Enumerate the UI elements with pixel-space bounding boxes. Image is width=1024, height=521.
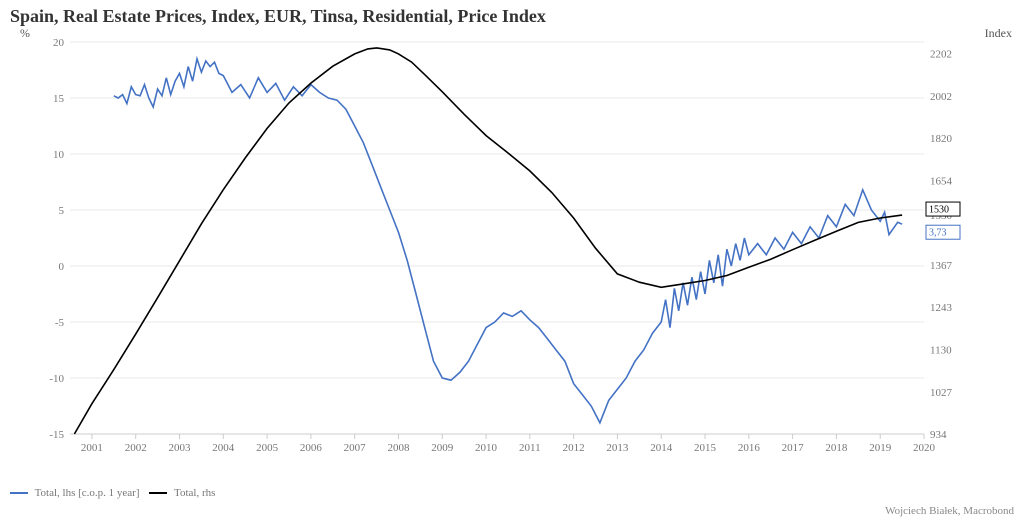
svg-text:2202: 2202 [930, 49, 952, 61]
chart-svg: -15 -10 -5 0 5 10 15 20 934 1027 1130 1243 1367 1530 1… [40, 32, 980, 462]
chart-container: Spain, Real Estate Prices, Index, EUR, T… [0, 0, 1024, 521]
svg-text:0: 0 [59, 261, 65, 273]
svg-text:-5: -5 [55, 317, 65, 329]
svg-text:2010: 2010 [475, 442, 498, 454]
svg-text:2003: 2003 [168, 442, 191, 454]
svg-text:2019: 2019 [869, 442, 892, 454]
svg-text:2005: 2005 [256, 442, 279, 454]
legend-item: Total, rhs [149, 487, 215, 499]
svg-text:1654: 1654 [930, 175, 953, 187]
svg-text:2012: 2012 [563, 442, 585, 454]
legend-label: Total, rhs [174, 487, 215, 499]
svg-text:2008: 2008 [387, 442, 410, 454]
svg-text:2013: 2013 [606, 442, 629, 454]
svg-text:934: 934 [930, 429, 947, 441]
svg-text:-10: -10 [49, 373, 64, 385]
right-axis-label: Index [985, 26, 1012, 41]
legend: Total, lhs [c.o.p. 1 year] Total, rhs [10, 487, 215, 499]
svg-text:2001: 2001 [81, 442, 103, 454]
svg-text:2011: 2011 [519, 442, 541, 454]
svg-text:1243: 1243 [930, 302, 953, 314]
credit-text: Wojciech Białek, Macrobond [885, 505, 1014, 517]
svg-text:2006: 2006 [300, 442, 323, 454]
svg-text:2002: 2002 [930, 91, 952, 103]
svg-text:-15: -15 [49, 429, 64, 441]
legend-label: Total, lhs [c.o.p. 1 year] [35, 487, 140, 499]
svg-text:1027: 1027 [930, 387, 953, 399]
svg-text:2017: 2017 [782, 442, 805, 454]
svg-text:2014: 2014 [650, 442, 673, 454]
svg-text:2015: 2015 [694, 442, 717, 454]
svg-text:2018: 2018 [825, 442, 848, 454]
svg-text:1130: 1130 [930, 344, 952, 356]
svg-text:15: 15 [53, 93, 65, 105]
svg-text:2007: 2007 [344, 442, 367, 454]
svg-text:10: 10 [53, 149, 65, 161]
svg-text:2020: 2020 [913, 442, 936, 454]
chart-title: Spain, Real Estate Prices, Index, EUR, T… [10, 6, 546, 27]
svg-text:1530: 1530 [929, 205, 949, 216]
legend-swatch-black [149, 492, 167, 494]
svg-text:3,73: 3,73 [929, 228, 947, 239]
svg-text:5: 5 [59, 205, 65, 217]
left-axis-label: % [20, 26, 30, 41]
svg-text:1820: 1820 [930, 133, 953, 145]
svg-text:2009: 2009 [431, 442, 454, 454]
legend-swatch-blue [10, 492, 28, 494]
svg-text:2002: 2002 [125, 442, 147, 454]
svg-text:1367: 1367 [930, 260, 953, 272]
svg-text:2004: 2004 [212, 442, 235, 454]
plot-area: -15 -10 -5 0 5 10 15 20 934 1027 1130 1243 1367 1530 1… [40, 32, 980, 462]
svg-text:20: 20 [53, 37, 65, 49]
svg-text:2016: 2016 [738, 442, 761, 454]
legend-item: Total, lhs [c.o.p. 1 year] [10, 487, 139, 499]
